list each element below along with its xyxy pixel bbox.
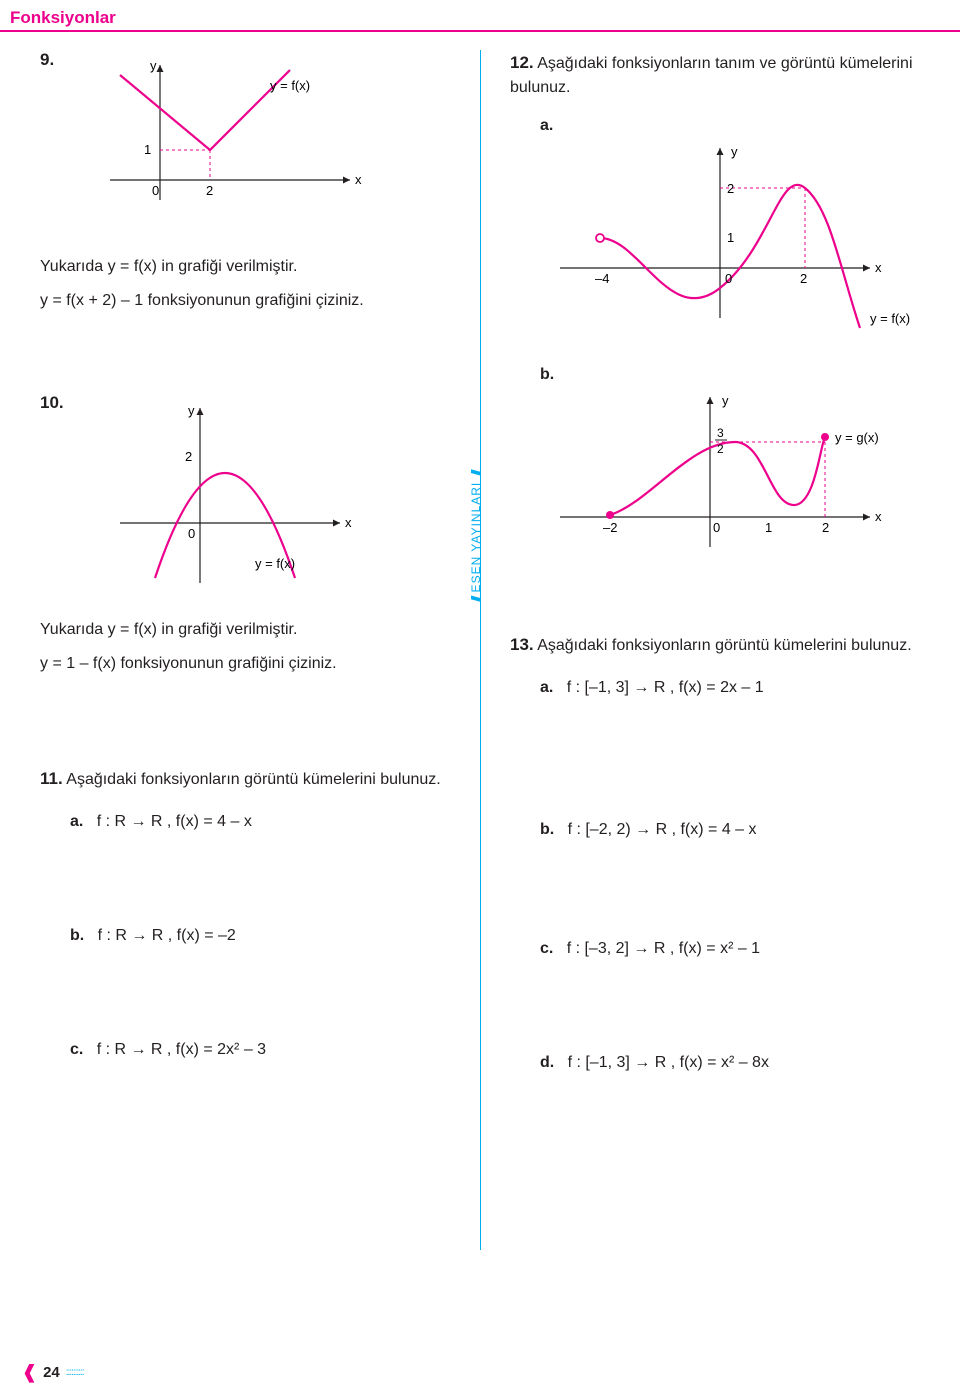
q11c-text: f : R → R , f(x) = 2x² – 3	[97, 1041, 266, 1058]
q10-text1: Yukarıda y = f(x) in grafiği verilmiştir…	[40, 618, 460, 642]
q12-stem: Aşağıdaki fonksiyonların tanım ve görünt…	[510, 55, 913, 96]
q13-stem: Aşağıdaki fonksiyonların görüntü kümeler…	[537, 637, 911, 654]
y-label: y	[188, 403, 195, 418]
q13d-letter: d.	[540, 1054, 554, 1071]
q13d-text: f : [–1, 3] → R , f(x) = x² – 8x	[568, 1054, 769, 1071]
question-9: 9. x y	[40, 50, 460, 313]
x-label: x	[355, 172, 362, 187]
xtick: 2	[800, 271, 807, 286]
y-label: y	[731, 144, 738, 159]
q11-number: 11.	[40, 769, 63, 788]
q13b-text: f : [–2, 2) → R , f(x) = 4 – x	[568, 821, 757, 838]
y-label: y	[150, 58, 157, 73]
q12a-letter: a.	[540, 117, 553, 134]
fn-label: y = f(x)	[255, 556, 295, 571]
page-number: ❰ 24 ::::::::::	[22, 1362, 84, 1383]
chevron-icon: ❰	[22, 1362, 37, 1383]
q11-stem: Aşağıdaki fonksiyonların görüntü kümeler…	[66, 771, 440, 788]
x-label: x	[875, 509, 882, 524]
spine-text: ESEN YAYINLARI	[469, 482, 483, 593]
ytick-num: 3	[717, 426, 724, 440]
left-column: 9. x y	[40, 50, 460, 1132]
q12b-graph: x y –2 0 1 2 3 2 y =	[540, 387, 900, 557]
question-12: 12. Aşağıdaki fonksiyonların tanım ve gö…	[510, 50, 930, 562]
publisher-spine: //// ESEN YAYINLARI ////	[468, 472, 484, 602]
q10-number: 10.	[40, 393, 64, 412]
x-label: x	[345, 515, 352, 530]
q13b-letter: b.	[540, 821, 554, 838]
svg-text:0: 0	[188, 526, 195, 541]
q9-number: 9.	[40, 50, 54, 69]
ytick: 2	[727, 181, 734, 196]
q12a-graph: x y –4 0 2 1 2 y = f(x)	[540, 138, 900, 338]
page-num-value: 24	[43, 1364, 60, 1381]
ytick-1: 1	[144, 142, 151, 157]
y-label: y	[722, 393, 729, 408]
q13c-letter: c.	[540, 940, 553, 957]
x-label: x	[875, 260, 882, 275]
xtick: –2	[603, 520, 617, 535]
q10-graph: x y 2 0 y = f(x)	[110, 403, 370, 593]
svg-text:0: 0	[152, 183, 159, 198]
q13-number: 13.	[510, 635, 534, 654]
xtick: 2	[822, 520, 829, 535]
q11a-text: f : R → R , f(x) = 4 – x	[97, 813, 252, 830]
fn-label: y = f(x)	[870, 311, 910, 326]
q11c-letter: c.	[70, 1041, 83, 1058]
q12b-letter: b.	[540, 366, 554, 383]
q13c-text: f : [–3, 2] → R , f(x) = x² – 1	[567, 940, 760, 957]
q10-text2: y = 1 – f(x) fonksiyonunun grafiğini çiz…	[40, 652, 460, 676]
q9-graph: x y 1 0 2 y = f(x)	[100, 60, 380, 220]
q9-text2: y = f(x + 2) – 1 fonksiyonunun grafiğini…	[40, 289, 460, 313]
hatch-mark: ////	[468, 472, 484, 476]
q13a-letter: a.	[540, 679, 553, 696]
fn-label: y = g(x)	[835, 430, 879, 445]
dots-decoration: ::::::::::	[66, 1367, 84, 1378]
column-divider	[480, 50, 481, 1250]
hatch-mark: ////	[468, 598, 484, 602]
page-body: //// ESEN YAYINLARI //// 9. x y	[0, 32, 960, 1332]
xtick-2: 2	[206, 183, 213, 198]
ytick-2: 2	[185, 449, 192, 464]
q11b-letter: b.	[70, 927, 84, 944]
right-column: 12. Aşağıdaki fonksiyonların tanım ve gö…	[510, 50, 930, 1145]
q11b-text: f : R → R , f(x) = –2	[98, 927, 236, 944]
question-10: 10. x y 2 0 y = f(x) Yukarıda y = f(x) i…	[40, 393, 460, 676]
question-13: 13. Aşağıdaki fonksiyonların görüntü küm…	[510, 632, 930, 1075]
question-11: 11. Aşağıdaki fonksiyonların görüntü küm…	[40, 766, 460, 1062]
q9-text1: Yukarıda y = f(x) in grafiği verilmiştir…	[40, 255, 460, 279]
xtick: 0	[725, 271, 732, 286]
ytick: 1	[727, 230, 734, 245]
ytick-den: 2	[717, 442, 724, 456]
xtick: 1	[765, 520, 772, 535]
xtick: –4	[595, 271, 609, 286]
q12-number: 12.	[510, 53, 534, 72]
q13a-text: f : [–1, 3] → R , f(x) = 2x – 1	[567, 679, 764, 696]
q11a-letter: a.	[70, 813, 83, 830]
fn-label: y = f(x)	[270, 78, 310, 93]
page-header: Fonksiyonlar	[0, 0, 960, 32]
xtick: 0	[713, 520, 720, 535]
